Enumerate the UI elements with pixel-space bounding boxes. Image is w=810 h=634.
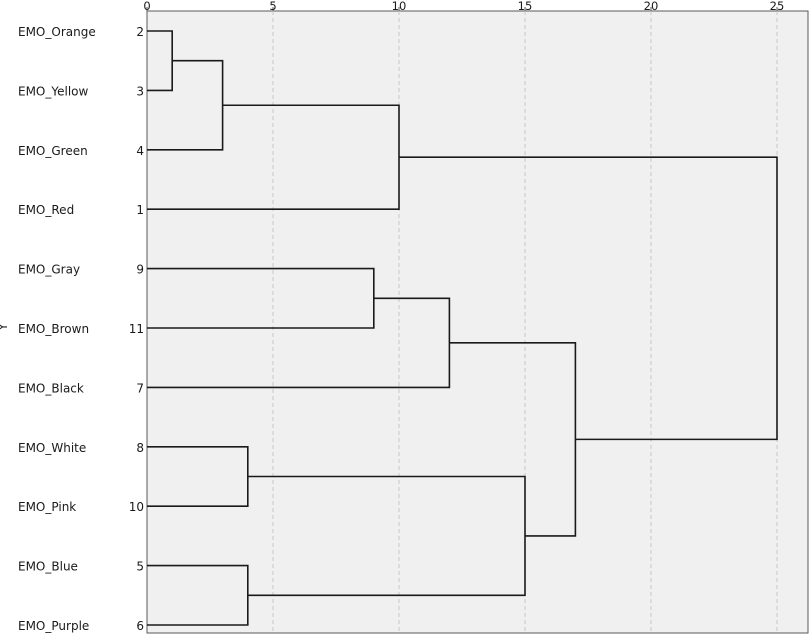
case-number-4: 4 [136,144,144,158]
x-tick-label-10: 10 [392,0,407,13]
plot-area [146,10,809,634]
leaf-label-emo-gray: EMO_Gray [18,263,80,277]
case-number-9: 9 [136,263,144,277]
leaf-label-emo-white: EMO_White [18,441,86,455]
case-number-6: 6 [136,619,144,633]
leaf-labels: EMO_Orange 2 EMO_Yellow 3 EMO_Green 4 EMO_Red 1… [18,25,144,633]
x-tick-label-5: 5 [269,0,276,13]
leaf-label-emo-orange: EMO_Orange [18,25,96,39]
case-number-2: 2 [136,25,144,39]
leaf-label-emo-green: EMO_Green [18,144,88,158]
case-number-8: 8 [136,441,144,455]
case-number-1: 1 [136,203,144,217]
merge-link-m10 [399,156,778,441]
case-number-10: 10 [129,500,144,514]
x-tick-label-0: 0 [143,0,150,13]
x-tick-label-25: 25 [770,0,785,13]
case-number-3: 3 [136,84,144,98]
leaf-label-emo-pink: EMO_Pink [18,500,76,514]
leaf-label-emo-blue: EMO_Blue [18,560,78,574]
x-tick-label-20: 20 [644,0,659,13]
case-number-11: 11 [129,322,144,336]
case-number-5: 5 [136,560,144,574]
dendrogram-links [147,30,778,626]
leaf-label-emo-yellow: EMO_Yellow [18,84,89,98]
leaf-label-emo-brown: EMO_Brown [18,322,89,336]
leaf-label-emo-red: EMO_Red [18,203,74,217]
case-number-7: 7 [136,381,144,395]
x-axis-ticks: 0 5 10 15 20 25 [143,0,784,13]
leaf-label-emo-purple: EMO_Purple [18,619,89,633]
y-axis-label: Y [0,323,10,332]
x-tick-label-15: 15 [518,0,533,13]
leaf-label-emo-black: EMO_Black [18,381,84,395]
